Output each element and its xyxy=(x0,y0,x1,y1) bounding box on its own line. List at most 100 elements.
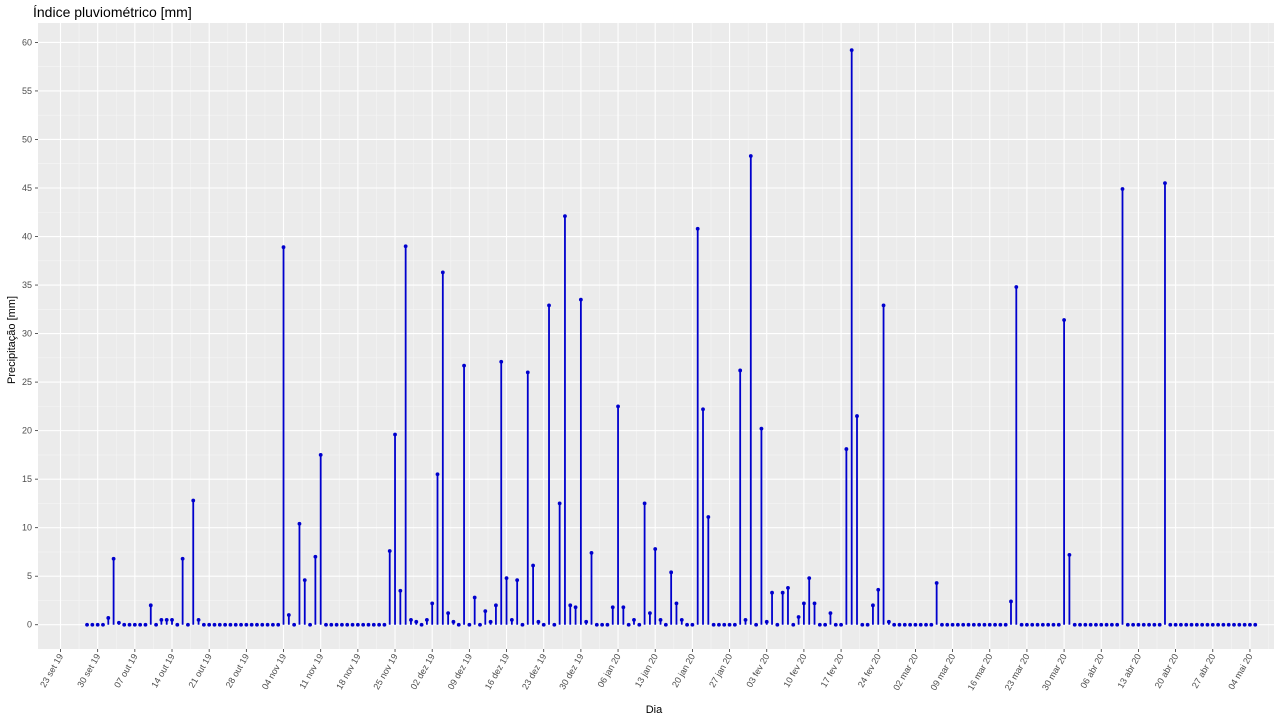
data-point xyxy=(663,622,668,627)
data-point xyxy=(1216,622,1220,627)
data-point xyxy=(669,570,674,575)
data-point xyxy=(255,622,259,627)
data-point xyxy=(764,619,769,624)
data-point xyxy=(584,619,589,624)
y-tick-label: 45 xyxy=(22,183,32,193)
x-tick-label: 16 mar 20 xyxy=(966,652,995,692)
x-tick-label: 04 nov 19 xyxy=(260,652,288,691)
data-point xyxy=(424,617,429,622)
x-tick-label: 13 jan 20 xyxy=(633,652,660,689)
data-point xyxy=(233,622,238,627)
data-point xyxy=(1173,622,1178,627)
x-tick-label: 03 fev 20 xyxy=(744,652,771,689)
data-point xyxy=(557,501,562,506)
data-point xyxy=(159,617,164,622)
data-point xyxy=(1210,622,1215,627)
chart-title: Índice pluviométrico [mm] xyxy=(33,4,192,20)
data-point xyxy=(85,622,89,627)
data-point xyxy=(770,590,774,595)
data-point xyxy=(621,605,626,610)
x-axis: 23 set 19 30 set 19 07 out 19 14 out 19 21 o… xyxy=(38,649,1255,692)
x-tick-label: 23 set 19 xyxy=(38,652,65,689)
data-point xyxy=(90,622,95,627)
data-point xyxy=(573,605,578,610)
data-point xyxy=(616,404,620,409)
data-point xyxy=(589,551,594,555)
data-point xyxy=(430,601,435,606)
x-tick-label: 30 mar 20 xyxy=(1040,652,1069,692)
data-point xyxy=(271,622,275,627)
data-point xyxy=(281,245,286,250)
data-point xyxy=(823,622,828,627)
data-point xyxy=(807,576,812,581)
data-point xyxy=(1019,622,1024,627)
x-tick-label: 02 mar 20 xyxy=(891,652,920,692)
data-point xyxy=(600,622,605,627)
data-point xyxy=(871,603,875,608)
data-point xyxy=(1248,622,1252,627)
y-tick-label: 0 xyxy=(27,620,32,630)
data-point xyxy=(377,622,381,627)
data-point xyxy=(1136,622,1141,627)
data-point xyxy=(1200,622,1205,627)
data-point xyxy=(329,622,334,627)
data-point xyxy=(1099,622,1104,627)
x-tick-label: 11 nov 19 xyxy=(297,652,325,691)
x-tick-label: 20 jan 20 xyxy=(670,652,697,689)
data-point xyxy=(1232,622,1236,627)
y-tick-label: 10 xyxy=(22,523,32,533)
data-point xyxy=(446,611,451,615)
data-point xyxy=(940,622,944,627)
data-point xyxy=(101,622,105,627)
data-point xyxy=(642,501,647,506)
data-point xyxy=(563,214,567,219)
data-point xyxy=(860,622,865,627)
data-point xyxy=(658,617,663,622)
data-point xyxy=(653,547,658,551)
data-point xyxy=(743,617,748,622)
data-point xyxy=(111,556,116,561)
data-point xyxy=(122,622,127,627)
data-point xyxy=(1131,622,1136,627)
data-point xyxy=(170,617,174,622)
data-point xyxy=(260,622,265,627)
data-point xyxy=(1115,622,1120,627)
data-point xyxy=(223,622,228,627)
data-point xyxy=(504,576,509,581)
x-tick-label: 09 dez 19 xyxy=(446,652,474,691)
data-point xyxy=(690,622,695,627)
data-point xyxy=(1025,622,1029,627)
data-point xyxy=(982,622,987,627)
data-point xyxy=(711,622,716,627)
data-point xyxy=(1067,552,1072,557)
data-point xyxy=(228,622,233,627)
x-tick-label: 25 nov 19 xyxy=(371,652,399,691)
data-point xyxy=(350,622,355,627)
data-point xyxy=(409,617,413,622)
data-point xyxy=(403,244,408,249)
data-point xyxy=(106,616,111,620)
data-point xyxy=(334,622,339,627)
plot-panel xyxy=(38,23,1274,649)
data-point xyxy=(191,498,196,503)
data-point xyxy=(839,622,843,627)
data-point xyxy=(695,226,700,231)
data-point xyxy=(414,619,419,624)
data-point xyxy=(313,554,318,559)
data-point xyxy=(929,622,934,627)
data-point xyxy=(1056,622,1061,627)
x-tick-label: 30 dez 19 xyxy=(557,652,585,691)
x-axis-label: Dia xyxy=(646,704,663,716)
data-point xyxy=(732,622,737,627)
data-point xyxy=(1088,622,1093,627)
y-tick-label: 50 xyxy=(22,134,32,144)
data-point xyxy=(679,617,684,622)
data-point xyxy=(918,622,923,627)
data-point xyxy=(626,622,631,627)
data-point xyxy=(1109,622,1114,627)
data-point xyxy=(1051,622,1056,627)
data-point xyxy=(536,619,541,624)
x-tick-label: 27 jan 20 xyxy=(707,652,734,689)
data-point xyxy=(977,622,982,627)
